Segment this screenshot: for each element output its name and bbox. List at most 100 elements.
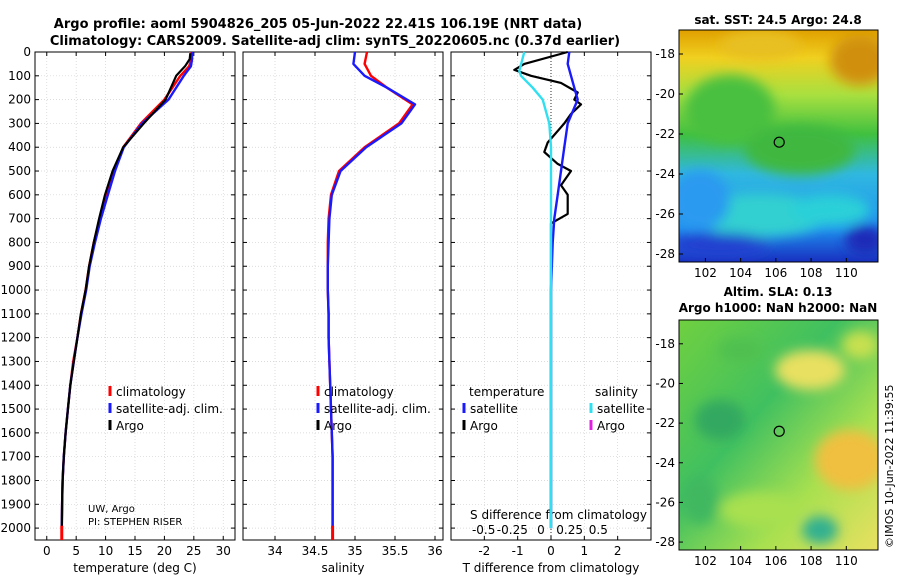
x-tick-label: 35.5 bbox=[382, 544, 409, 558]
y-tick-label: 1500 bbox=[0, 402, 31, 416]
sla-map: Altim. SLA: 0.13 Argo h1000: NaN h2000: … bbox=[655, 285, 879, 568]
map-x-tick-label: 104 bbox=[729, 266, 752, 280]
sst-profile-location-marker bbox=[773, 136, 785, 148]
y-tick-label: 1800 bbox=[0, 473, 31, 487]
legend-label: Argo bbox=[116, 419, 144, 433]
temperature-panel: 0 5 10 15 20 25 300100200300400500600700800900… bbox=[0, 45, 236, 575]
map-x-tick-label: 102 bbox=[694, 266, 717, 280]
s-tick-label: -0.25 bbox=[497, 523, 528, 537]
legend-label: satellite bbox=[597, 402, 645, 416]
x-tick-label: 35 bbox=[347, 544, 362, 558]
x-tick-label: 36 bbox=[427, 544, 442, 558]
series-line-s-satellite bbox=[518, 51, 553, 529]
y-tick-label: 900 bbox=[8, 259, 31, 273]
map-y-tick-label: -26 bbox=[655, 495, 675, 509]
sst-map-title: sat. SST: 24.5 Argo: 24.8 bbox=[694, 13, 861, 27]
sst-map: sat. SST: 24.5 Argo: 24.8 102 104 106 108 11… bbox=[655, 13, 879, 280]
x-tick-label: 10 bbox=[98, 544, 113, 558]
map-x-tick-label: 108 bbox=[800, 554, 823, 568]
x-tick-label: 1 bbox=[581, 544, 589, 558]
y-tick-label: 100 bbox=[8, 69, 31, 83]
series-line-argo bbox=[60, 53, 192, 529]
y-tick-label: 400 bbox=[8, 140, 31, 154]
map-y-tick-label: -28 bbox=[655, 247, 675, 261]
sla-axes: 102 104 106 108 110 -18 -20 -22 -24 -26 -28 bbox=[655, 337, 857, 568]
map-x-tick-label: 108 bbox=[800, 266, 823, 280]
map-y-tick-label: -18 bbox=[655, 47, 675, 61]
legend-label: climatology bbox=[324, 385, 394, 399]
pi-credit-line2: PI: STEPHEN RISER bbox=[88, 517, 182, 528]
y-tick-label: 300 bbox=[8, 116, 31, 130]
x-tick-label: 15 bbox=[127, 544, 142, 558]
map-y-tick-label: -20 bbox=[655, 87, 675, 101]
y-tick-label: 1300 bbox=[0, 354, 31, 368]
y-tick-label: 200 bbox=[8, 93, 31, 107]
legend-label: satellite-adj. clim. bbox=[116, 402, 223, 416]
map-y-tick-label: -22 bbox=[655, 416, 675, 430]
s-tick-label: 0 bbox=[537, 523, 545, 537]
difference-panel: -2 -1 0 1 2 T difference from climatology -0.5… bbox=[450, 50, 652, 575]
map-x-tick-label: 102 bbox=[694, 554, 717, 568]
x-tick-label: 0 bbox=[43, 544, 51, 558]
y-tick-label: 1400 bbox=[0, 378, 31, 392]
x-tick-label: 30 bbox=[216, 544, 231, 558]
s-tick-label: -0.5 bbox=[472, 523, 495, 537]
map-y-tick-label: -20 bbox=[655, 376, 675, 390]
map-x-tick-label: 110 bbox=[835, 554, 858, 568]
x-axis-label: salinity bbox=[321, 561, 364, 575]
legend-label: Argo bbox=[324, 419, 352, 433]
x-axis-label: temperature (deg C) bbox=[73, 561, 196, 575]
x-tick-label: 25 bbox=[186, 544, 201, 558]
map-x-tick-label: 106 bbox=[764, 266, 787, 280]
pi-credit-line1: UW, Argo bbox=[88, 504, 135, 515]
sla-map-title: Altim. SLA: 0.13 bbox=[724, 285, 833, 299]
x-tick-label: 20 bbox=[157, 544, 172, 558]
figure-title-line2: Climatology: CARS2009. Satellite-adj cli… bbox=[50, 34, 620, 49]
y-tick-label: 1100 bbox=[0, 307, 31, 321]
y-tick-label: 1700 bbox=[0, 450, 31, 464]
imos-credit: ©IMOS 10-Jun-2022 11:39:55 bbox=[883, 384, 896, 548]
y-tick-label: 800 bbox=[8, 235, 31, 249]
y-tick-label: 1000 bbox=[0, 283, 31, 297]
sst-axes: 102 104 106 108 110 -18 -20 -22 -24 -26 -28 bbox=[655, 47, 857, 280]
x-tick-label: 0 bbox=[547, 544, 555, 558]
sla-field bbox=[679, 320, 878, 550]
sst-field bbox=[679, 30, 878, 262]
salinity-panel: 34 34.5 35 35.5 36 salinity climatology satelli… bbox=[242, 51, 444, 575]
legend-label: climatology bbox=[116, 385, 186, 399]
s-axis-label: S difference from climatology bbox=[470, 508, 647, 522]
map-x-tick-label: 110 bbox=[835, 266, 858, 280]
map-y-tick-label: -18 bbox=[655, 337, 675, 351]
sla-profile-location-marker bbox=[773, 425, 785, 437]
legend-label: satellite bbox=[470, 402, 518, 416]
series-line-satellite-adj-clim- bbox=[326, 51, 417, 529]
x-tick-label: 2 bbox=[614, 544, 622, 558]
y-tick-label: 1600 bbox=[0, 426, 31, 440]
y-tick-label: 500 bbox=[8, 164, 31, 178]
legend-label: Argo bbox=[470, 419, 498, 433]
x-tick-label: 34 bbox=[267, 544, 282, 558]
y-tick-label: 700 bbox=[8, 212, 31, 226]
y-tick-label: 600 bbox=[8, 188, 31, 202]
legend-label: Argo bbox=[597, 419, 625, 433]
series-line-climatology bbox=[60, 52, 193, 529]
y-tick-label: 2000 bbox=[0, 521, 31, 535]
sla-map-subtitle: Argo h1000: NaN h2000: NaN bbox=[679, 301, 878, 315]
legend-title-temperature: temperature bbox=[469, 385, 544, 399]
x-tick-label: -2 bbox=[478, 544, 490, 558]
map-y-tick-label: -24 bbox=[655, 456, 675, 470]
map-y-tick-label: -22 bbox=[655, 127, 675, 141]
y-tick-label: 1900 bbox=[0, 497, 31, 511]
axes-frame bbox=[242, 51, 444, 541]
map-y-tick-label: -28 bbox=[655, 535, 675, 549]
legend-title-salinity: salinity bbox=[595, 385, 638, 399]
s-tick-label: 0.25 bbox=[556, 523, 583, 537]
map-x-tick-label: 106 bbox=[764, 554, 787, 568]
x-tick-label: 5 bbox=[72, 544, 80, 558]
map-y-tick-label: -24 bbox=[655, 167, 675, 181]
map-x-tick-label: 104 bbox=[729, 554, 752, 568]
y-tick-label: 1200 bbox=[0, 331, 31, 345]
x-tick-label: -1 bbox=[512, 544, 524, 558]
series-line-satellite-adj-clim- bbox=[60, 52, 194, 529]
